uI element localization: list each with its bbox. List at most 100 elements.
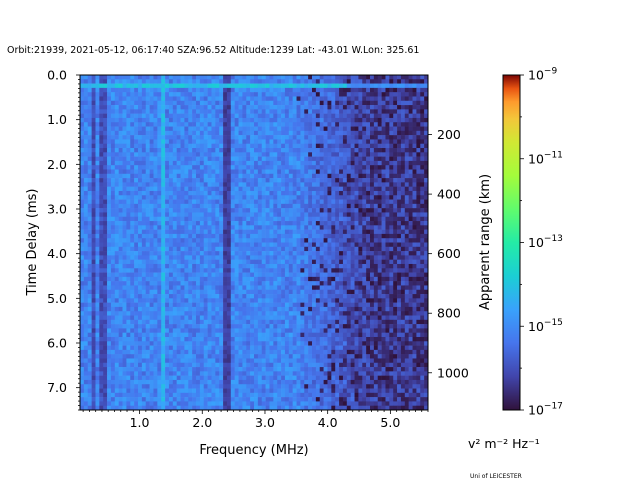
heatmap-cell bbox=[91, 229, 96, 235]
heatmap-cell bbox=[180, 117, 185, 123]
heatmap-cell bbox=[215, 251, 220, 256]
heatmap-cell bbox=[134, 263, 139, 269]
heatmap-cell bbox=[226, 79, 232, 84]
heatmap-cell bbox=[87, 229, 92, 235]
heatmap-cell bbox=[335, 139, 340, 145]
heatmap-cell bbox=[273, 165, 278, 170]
heatmap-cell bbox=[261, 306, 266, 312]
heatmap-cell bbox=[196, 272, 201, 278]
heatmap-cell bbox=[226, 83, 232, 89]
heatmap-cell bbox=[335, 182, 340, 187]
heatmap-cell bbox=[99, 173, 104, 179]
heatmap-cell bbox=[118, 156, 123, 162]
heatmap-cell bbox=[238, 251, 243, 256]
heatmap-cell bbox=[269, 229, 274, 235]
heatmap-cell bbox=[312, 246, 317, 252]
heatmap-cell bbox=[412, 165, 417, 170]
heatmap-cell bbox=[192, 268, 197, 273]
heatmap-cell bbox=[226, 289, 232, 295]
heatmap-cell bbox=[331, 152, 336, 157]
heatmap-cell bbox=[339, 182, 344, 187]
heatmap-cell bbox=[107, 182, 112, 187]
heatmap-cell bbox=[165, 75, 170, 80]
heatmap-cell bbox=[219, 92, 224, 97]
heatmap-cell bbox=[281, 238, 286, 243]
heatmap-cell bbox=[416, 186, 421, 192]
heatmap-cell bbox=[373, 122, 379, 127]
heatmap-cell bbox=[103, 148, 108, 153]
heatmap-cell bbox=[342, 233, 348, 239]
heatmap-cell bbox=[180, 109, 185, 114]
heatmap-cell bbox=[242, 178, 247, 183]
heatmap-cell bbox=[99, 298, 104, 303]
heatmap-cell bbox=[165, 105, 170, 110]
heatmap-cell bbox=[319, 199, 324, 205]
heatmap-cell bbox=[168, 311, 174, 316]
heatmap-cell bbox=[122, 83, 127, 89]
heatmap-cell bbox=[342, 109, 348, 114]
heatmap-cell bbox=[246, 105, 251, 110]
heatmap-cell bbox=[416, 87, 421, 93]
heatmap-cell bbox=[188, 109, 193, 114]
heatmap-cell bbox=[412, 259, 417, 265]
heatmap-cell bbox=[350, 130, 355, 136]
heatmap-cell bbox=[238, 105, 243, 110]
heatmap-cell bbox=[103, 126, 108, 132]
heatmap-cell bbox=[331, 100, 336, 106]
heatmap-cell bbox=[370, 225, 375, 230]
heatmap-cell bbox=[238, 255, 243, 260]
heatmap-cell bbox=[400, 195, 406, 200]
heatmap-cell bbox=[312, 276, 317, 282]
heatmap-cell bbox=[215, 268, 220, 273]
heatmap-cell bbox=[242, 160, 247, 166]
heatmap-cell bbox=[95, 117, 100, 123]
heatmap-cell bbox=[377, 160, 382, 166]
heatmap-cell bbox=[168, 233, 174, 239]
heatmap-cell bbox=[273, 302, 278, 308]
heatmap-cell bbox=[91, 208, 96, 213]
heatmap-cell bbox=[207, 285, 212, 291]
heatmap-cell bbox=[400, 96, 406, 102]
heatmap-cell bbox=[346, 276, 351, 282]
heatmap-cell bbox=[134, 285, 139, 291]
heatmap-cell bbox=[312, 233, 317, 239]
heatmap-cell bbox=[350, 238, 355, 243]
heatmap-cell bbox=[315, 79, 321, 84]
heatmap-cell bbox=[370, 268, 375, 273]
heatmap-cell bbox=[404, 195, 409, 200]
heatmap-cell bbox=[312, 199, 317, 205]
heatmap-cell bbox=[408, 160, 413, 166]
heatmap-cell bbox=[211, 135, 216, 140]
heatmap-cell bbox=[99, 143, 104, 149]
heatmap-cell bbox=[138, 96, 143, 102]
heatmap-cell bbox=[354, 246, 359, 252]
heatmap-cell bbox=[122, 152, 127, 157]
heatmap-cell bbox=[408, 105, 413, 110]
heatmap-cell bbox=[254, 113, 259, 119]
heatmap-cell bbox=[362, 221, 367, 226]
heatmap-cell bbox=[319, 208, 324, 213]
heatmap-cell bbox=[118, 165, 123, 170]
heatmap-cell bbox=[424, 298, 429, 303]
heatmap-cell bbox=[393, 272, 398, 278]
heatmap-cell bbox=[122, 306, 127, 312]
heatmap-cell bbox=[207, 182, 212, 187]
heatmap-cell bbox=[277, 285, 282, 291]
heatmap-cell bbox=[358, 203, 363, 209]
heatmap-cell bbox=[261, 281, 266, 286]
heatmap-cell bbox=[80, 130, 85, 136]
heatmap-cell bbox=[234, 100, 239, 106]
heatmap-cell bbox=[404, 285, 409, 291]
heatmap-cell bbox=[323, 178, 328, 183]
heatmap-cell bbox=[230, 272, 235, 278]
heatmap-cell bbox=[257, 195, 263, 200]
heatmap-cell bbox=[87, 311, 92, 316]
heatmap-cell bbox=[95, 199, 100, 205]
heatmap-cell bbox=[304, 79, 309, 84]
heatmap-cell bbox=[381, 229, 386, 235]
heatmap-cell bbox=[304, 298, 309, 303]
heatmap-cell bbox=[254, 92, 259, 97]
heatmap-cell bbox=[99, 83, 104, 89]
heatmap-cell bbox=[141, 208, 147, 213]
heatmap-cell bbox=[161, 216, 166, 222]
